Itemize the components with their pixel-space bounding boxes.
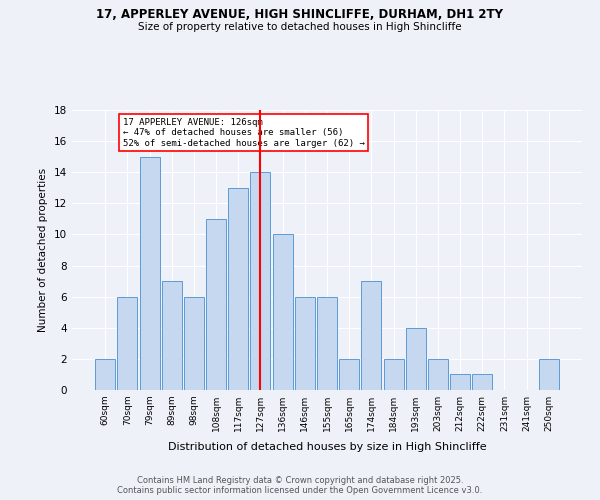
Bar xyxy=(339,359,359,390)
Bar xyxy=(428,359,448,390)
Bar xyxy=(272,234,293,390)
Bar xyxy=(250,172,271,390)
Bar xyxy=(118,296,137,390)
Bar xyxy=(450,374,470,390)
Text: 17 APPERLEY AVENUE: 126sqm
← 47% of detached houses are smaller (56)
52% of semi: 17 APPERLEY AVENUE: 126sqm ← 47% of deta… xyxy=(123,118,365,148)
Bar xyxy=(539,359,559,390)
Bar xyxy=(406,328,426,390)
Text: 17, APPERLEY AVENUE, HIGH SHINCLIFFE, DURHAM, DH1 2TY: 17, APPERLEY AVENUE, HIGH SHINCLIFFE, DU… xyxy=(97,8,503,20)
Bar xyxy=(184,296,204,390)
X-axis label: Distribution of detached houses by size in High Shincliffe: Distribution of detached houses by size … xyxy=(167,442,487,452)
Bar xyxy=(140,156,160,390)
Bar xyxy=(361,281,382,390)
Bar xyxy=(95,359,115,390)
Bar xyxy=(383,359,404,390)
Bar xyxy=(317,296,337,390)
Text: Size of property relative to detached houses in High Shincliffe: Size of property relative to detached ho… xyxy=(138,22,462,32)
Bar xyxy=(228,188,248,390)
Text: Contains HM Land Registry data © Crown copyright and database right 2025.
Contai: Contains HM Land Registry data © Crown c… xyxy=(118,476,482,495)
Bar xyxy=(472,374,492,390)
Bar xyxy=(295,296,315,390)
Bar xyxy=(206,219,226,390)
Bar xyxy=(162,281,182,390)
Y-axis label: Number of detached properties: Number of detached properties xyxy=(38,168,49,332)
